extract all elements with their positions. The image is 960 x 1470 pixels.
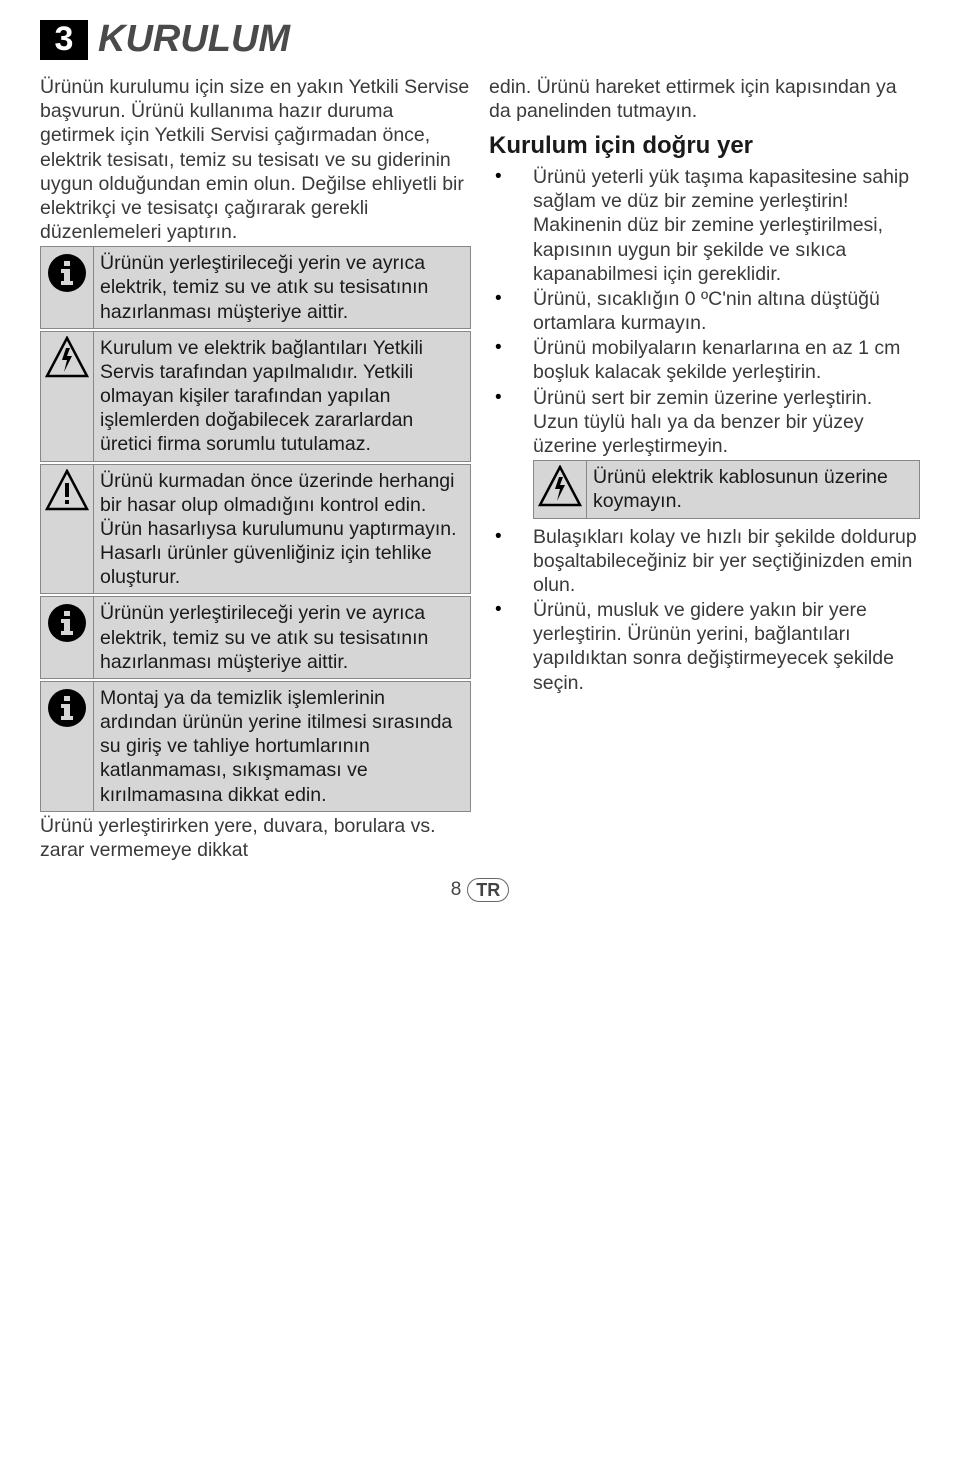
info-icon [40,596,94,679]
info-box-2: Ürünün yerleştirileceği yerin ve ayrıca … [40,596,471,679]
info-box-3-text: Montaj ya da temizlik işlemlerinin ardın… [94,681,471,812]
shock-box: Kurulum ve elektrik bağlantıları Yetkili… [40,331,471,462]
intro-paragraph: Ürünün kurulumu için size en yakın Yetki… [40,75,471,244]
info-box-3: Montaj ya da temizlik işlemlerinin ardın… [40,681,471,812]
subheading: Kurulum için doğru yer [489,131,920,161]
caution-box: Ürünü kurmadan önce üzerinde herhangi bi… [40,464,471,595]
list-item: Ürünü, musluk ve gidere yakın bir yere y… [489,598,920,695]
section-number-badge: 3 [40,20,88,60]
list-item: Bulaşıkları kolay ve hızlı bir şekilde d… [489,525,920,598]
language-badge: TR [467,878,509,902]
info-box-1: Ürünün yerleştirileceği yerin ve ayrıca … [40,246,471,329]
page-number: 8 [451,879,462,901]
right-column: edin. Ürünü hareket ettirmek için kapısı… [489,75,920,864]
shock-warning-icon [40,331,94,462]
info-icon [40,246,94,329]
shock-box-text: Kurulum ve elektrik bağlantıları Yetkili… [94,331,471,462]
page-footer: 8 TR [40,878,920,902]
info-box-text: Ürünün yerleştirileceği yerin ve ayrıca … [94,246,471,329]
caution-icon [40,464,94,595]
placement-bullets-2: Bulaşıkları kolay ve hızlı bir şekilde d… [489,525,920,695]
outro-paragraph: Ürünü yerleştirirken yere, duvara, borul… [40,814,471,862]
info-icon [40,681,94,812]
caution-box-text: Ürünü kurmadan önce üzerinde herhangi bi… [94,464,471,595]
shock-warning-icon [533,460,587,518]
list-item: Ürünü mobilyaların kenarlarına en az 1 c… [489,336,920,384]
left-column: Ürünün kurulumu için size en yakın Yetki… [40,75,471,864]
list-item: Ürünü sert bir zemin üzerine yerleştirin… [489,386,920,459]
list-item: Ürünü yeterli yük taşıma kapasitesine sa… [489,165,920,286]
info-box-2-text: Ürünün yerleştirileceği yerin ve ayrıca … [94,596,471,679]
shock-box-right-text: Ürünü elektrik kablosunun üzerine koymay… [587,460,920,518]
shock-box-right: Ürünü elektrik kablosunun üzerine koymay… [533,460,920,518]
continuation-paragraph: edin. Ürünü hareket ettirmek için kapısı… [489,75,920,123]
list-item: Ürünü, sıcaklığın 0 ºC'nin altına düştüğ… [489,287,920,335]
section-title: KURULUM [98,18,290,61]
section-header: 3 KURULUM [40,18,920,61]
placement-bullets: Ürünü yeterli yük taşıma kapasitesine sa… [489,165,920,458]
